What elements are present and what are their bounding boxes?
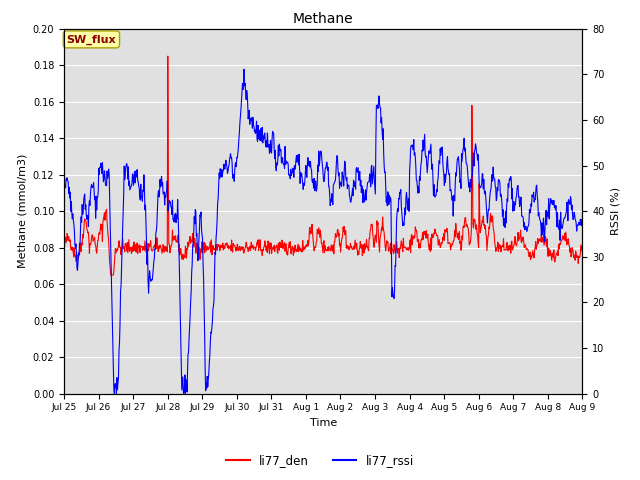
- Text: SW_flux: SW_flux: [67, 34, 116, 45]
- Y-axis label: Methane (mmol/m3): Methane (mmol/m3): [17, 154, 28, 268]
- Y-axis label: RSSI (%): RSSI (%): [610, 187, 620, 235]
- X-axis label: Time: Time: [310, 418, 337, 428]
- Title: Methane: Methane: [293, 12, 353, 26]
- Legend: li77_den, li77_rssi: li77_den, li77_rssi: [221, 449, 419, 472]
